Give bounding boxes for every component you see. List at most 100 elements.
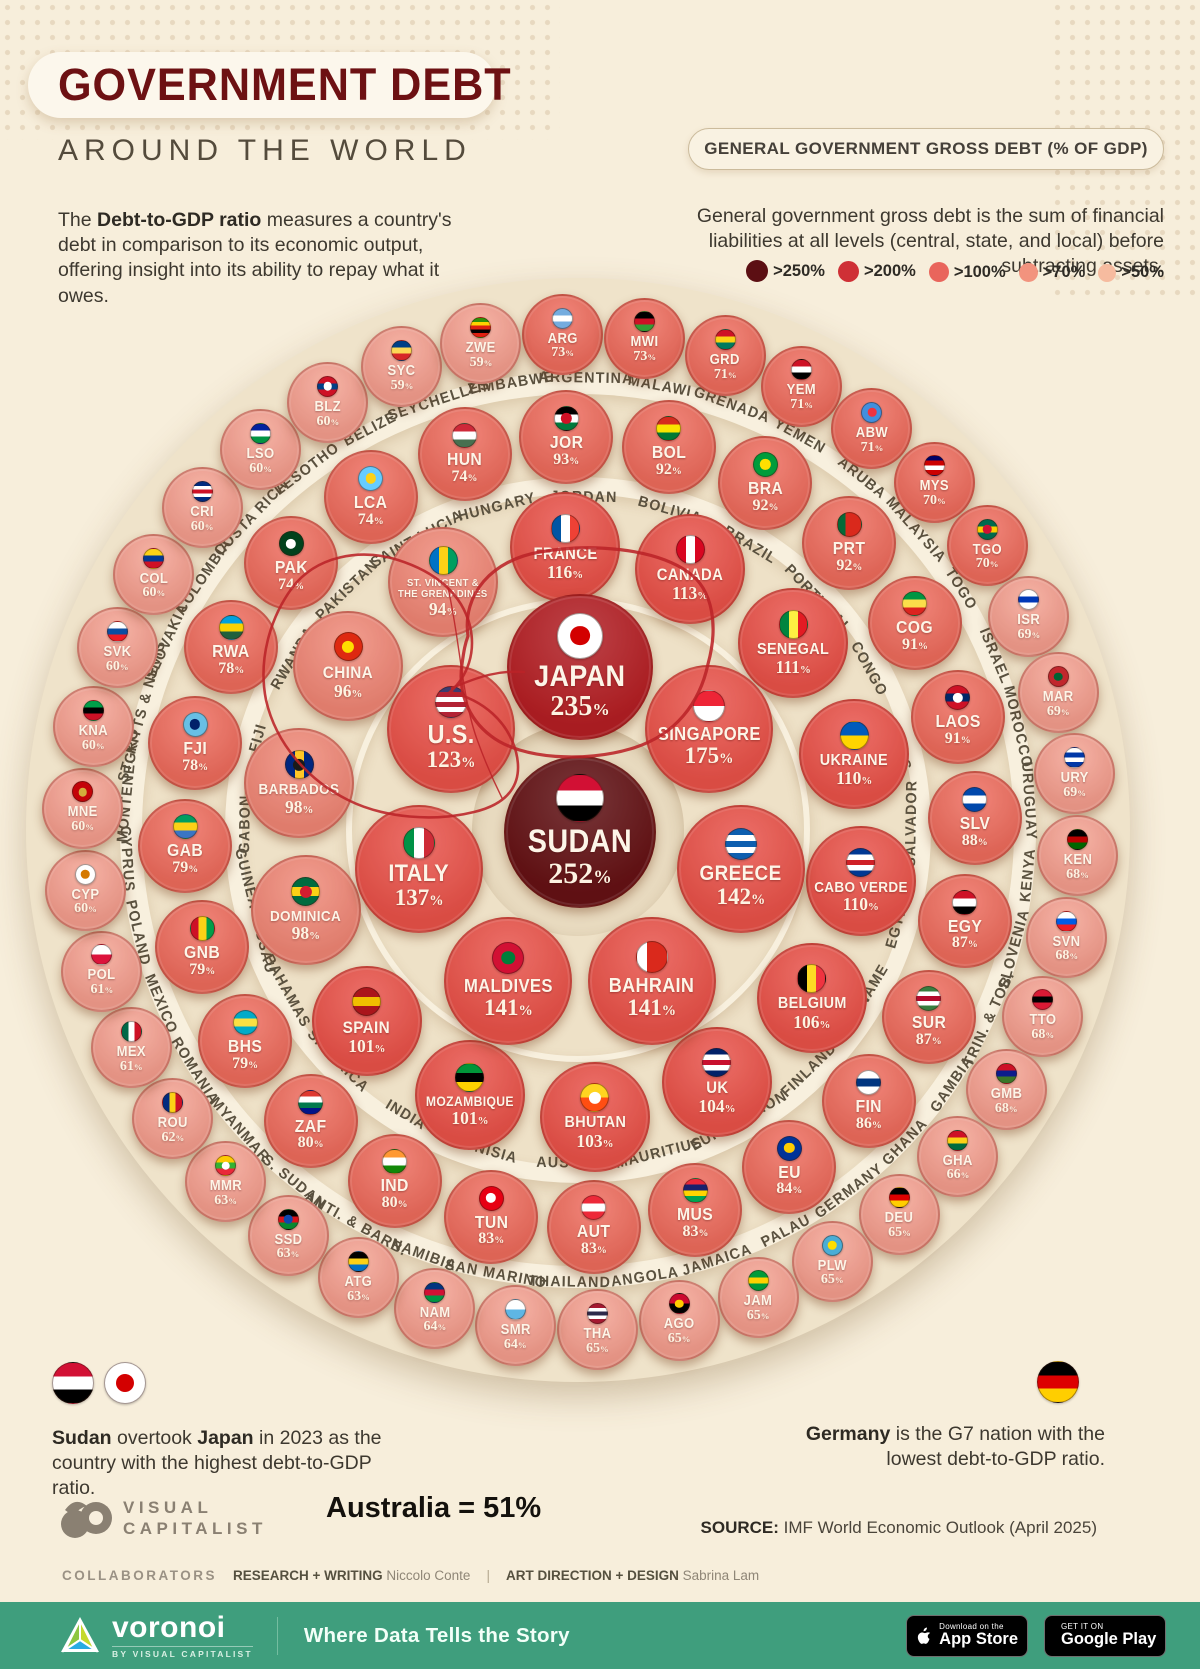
sudan-japan-flags — [52, 1362, 146, 1407]
bubble-blz: BLZ 60% — [287, 362, 369, 444]
mar-flag-icon — [1047, 666, 1069, 688]
tto-flag-icon — [1032, 989, 1054, 1011]
bubble-china: CHINA 96% — [293, 611, 404, 722]
bubble-bhs: BHS 79% — [198, 994, 293, 1089]
bubble-debt-value: 110% — [842, 894, 879, 915]
app-store-badge[interactable]: Download on the App Store — [906, 1614, 1028, 1657]
bubble-country-name: POL — [87, 967, 116, 984]
bubble-debt-value: 65% — [667, 1331, 691, 1347]
mmr-flag-icon — [215, 1155, 237, 1177]
bubble-country-name: ARG — [547, 330, 578, 347]
apple-icon — [917, 1627, 931, 1644]
bubble-debt-value: 94% — [428, 598, 458, 619]
bubble-mus: MUS 83% — [648, 1162, 743, 1257]
bubble-debt-value: 60% — [71, 819, 94, 835]
bubble-country-name: ISR — [1017, 612, 1041, 629]
bubble-debt-value: 62% — [161, 1129, 185, 1145]
bubble-debt-value: 59% — [469, 354, 493, 370]
bubble-debt-value: 142% — [716, 883, 766, 909]
bubble-mex: MEX 61% — [90, 1007, 172, 1089]
slv-flag-icon — [962, 786, 988, 812]
bubble-debt-value: 74% — [357, 510, 384, 528]
abw-flag-icon — [861, 401, 883, 423]
legend: >250% >200% >100% >70% >50% — [746, 260, 1164, 282]
bubble-pak: PAK 74% — [244, 515, 339, 610]
bubble-gab: GAB 79% — [138, 798, 233, 893]
bubble-debt-value: 65% — [586, 1340, 609, 1356]
bubble-country-name: MALDIVES — [463, 974, 553, 996]
bubble-ind: IND 80% — [347, 1133, 442, 1228]
rwa-flag-icon — [218, 615, 244, 641]
bubble-cabo-verde: CABO VERDE 110% — [805, 825, 916, 936]
bubble-debt-value: 87% — [915, 1030, 942, 1048]
svk-flag-icon — [106, 621, 128, 643]
aut-flag-icon — [581, 1195, 607, 1221]
plw-flag-icon — [821, 1234, 843, 1256]
bubble-uk: UK 104% — [661, 1026, 772, 1137]
atg-flag-icon — [347, 1251, 369, 1273]
legend-dot-icon — [837, 261, 859, 282]
cyp-flag-icon — [74, 863, 96, 885]
bubble-debt-value: 104% — [698, 1096, 736, 1117]
bubble-smr: SMR 64% — [474, 1285, 556, 1367]
bubble-fin: FIN 86% — [821, 1054, 916, 1149]
bubble-debt-value: 65% — [746, 1308, 770, 1324]
bubble-debt-value: 79% — [232, 1054, 258, 1072]
bubble-debt-value: 63% — [276, 1246, 300, 1262]
lso-flag-icon — [250, 423, 272, 445]
bubble-debt-value: 68% — [994, 1100, 1018, 1116]
bubble-country-name: BAHRAIN — [608, 974, 695, 997]
bubble-country-name: EU — [778, 1161, 801, 1182]
bubble-debt-value: 91% — [902, 636, 928, 654]
st-vincent-flag-icon — [428, 546, 458, 576]
bubble-debt-value: 70% — [923, 493, 946, 509]
bubble-debt-value: 123% — [426, 746, 476, 772]
bubble-country-name: AUT — [577, 1221, 611, 1242]
legend-dot-icon — [746, 260, 769, 282]
bubble-debt-value: 103% — [576, 1130, 614, 1151]
germany-flag-row — [1037, 1361, 1079, 1406]
page-subtitle: AROUND THE WORLD — [58, 134, 472, 167]
bubble-country-name: MAR — [1042, 689, 1074, 706]
sudan-note: Sudan overtook Japan in 2023 as the coun… — [52, 1426, 382, 1500]
smr-flag-icon — [504, 1299, 526, 1321]
bubble-debt-value: 92% — [752, 496, 779, 514]
bubble-country-name: MMR — [209, 1178, 242, 1195]
bubble-kna: KNA 60% — [52, 686, 134, 768]
bubble-debt-value: 70% — [975, 556, 999, 572]
gmb-flag-icon — [995, 1062, 1017, 1084]
bubble-country-name: MUS — [677, 1204, 714, 1225]
bubble-country-name: CABO VERDE — [813, 878, 908, 896]
bubble-egy: EGY 87% — [917, 873, 1012, 968]
bubble-country-name: ITALY — [388, 859, 450, 887]
source-line: SOURCE: IMF World Economic Outlook (Apri… — [700, 1518, 1097, 1537]
bahrain-flag-icon — [635, 940, 668, 973]
jam-flag-icon — [747, 1270, 769, 1292]
bubble-debt-value: 78% — [218, 660, 245, 678]
bubble-deu: DEU 65% — [858, 1173, 940, 1255]
bubble-debt-value: 98% — [291, 923, 321, 944]
bubble-country-name: LCA — [353, 491, 388, 512]
gha-flag-icon — [947, 1129, 969, 1151]
bubble-country-name: FRANCE — [533, 544, 598, 563]
bubble-country-name: LAOS — [935, 711, 981, 732]
bubble-fji: FJI 78% — [148, 696, 243, 791]
bubble-debt-value: 86% — [855, 1114, 882, 1132]
bubble-isr: ISR 69% — [988, 575, 1070, 657]
bubble-svk: SVK 60% — [76, 607, 158, 689]
bubble-country-name: FJI — [183, 737, 208, 758]
bubble-country-name: SLV — [959, 812, 991, 833]
bubble-country-name: NAM — [419, 1304, 451, 1321]
bubble-debt-value: 137% — [394, 885, 444, 911]
footer-divider — [276, 1616, 278, 1655]
bubble-tun: TUN 83% — [444, 1169, 539, 1264]
singapore-flag-icon — [693, 690, 725, 723]
bubble-country-name: ATG — [344, 1274, 373, 1291]
app-store-line2: App Store — [939, 1630, 1018, 1649]
bubble-country-name: DEU — [885, 1210, 914, 1227]
google-play-badge[interactable]: GET IT ON Google Play — [1044, 1614, 1166, 1657]
bubble-debt-value: 60% — [105, 659, 129, 675]
metric-pill: GENERAL GOVERNMENT GROSS DEBT (% OF GDP) — [688, 128, 1164, 170]
bubble-canada: CANADA 113% — [635, 514, 746, 625]
bubble-country-name: PAK — [274, 557, 308, 578]
